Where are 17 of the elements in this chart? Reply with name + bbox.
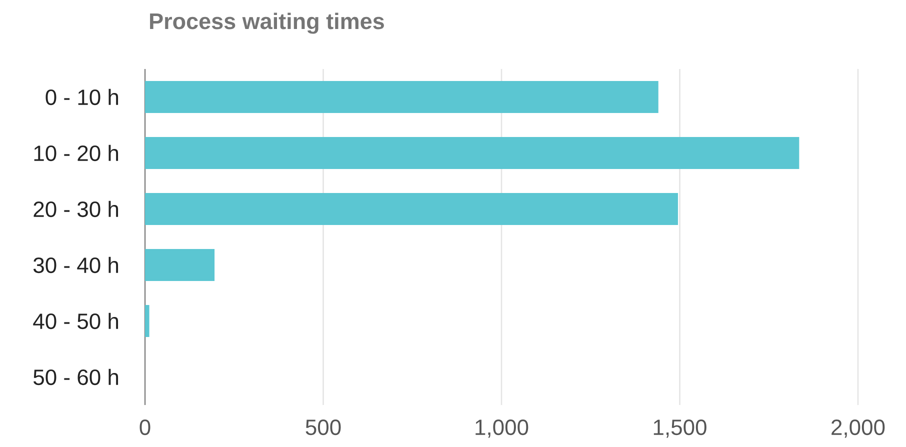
- bar: [145, 248, 215, 281]
- x-tick-label: 1,500: [654, 420, 706, 438]
- y-tick-label: 0 - 10 h: [46, 88, 118, 106]
- x-tick-label: 1,000: [476, 420, 528, 438]
- bar: [145, 192, 678, 225]
- bar: [145, 81, 658, 113]
- y-tick-label: 30 - 40 h: [33, 256, 118, 274]
- x-tick-label: 0: [140, 420, 150, 436]
- x-tick-label: 500: [306, 420, 341, 436]
- y-tick-label: 10 - 20 h: [34, 144, 118, 162]
- y-tick-label: 20 - 30 h: [34, 200, 118, 218]
- chart-title: Process waiting times: [150, 12, 384, 34]
- x-tick-label: 2,000: [832, 420, 885, 438]
- y-tick-label: 50 - 60 h: [34, 368, 118, 386]
- y-tick-label: 40 - 50 h: [33, 312, 118, 330]
- bar: [145, 137, 800, 169]
- bar: [145, 304, 150, 337]
